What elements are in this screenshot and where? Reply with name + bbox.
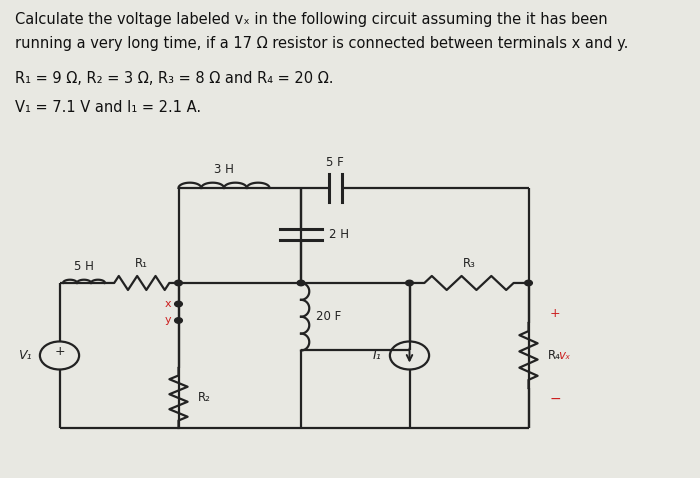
- Text: R₂: R₂: [198, 391, 211, 404]
- Text: x: x: [165, 299, 172, 309]
- Text: 3 H: 3 H: [214, 163, 234, 176]
- Text: 20 F: 20 F: [316, 310, 342, 323]
- Text: running a very long time, if a 17 Ω resistor is connected between terminals x an: running a very long time, if a 17 Ω resi…: [15, 36, 629, 51]
- Text: +: +: [550, 307, 560, 320]
- Text: 5 F: 5 F: [326, 156, 344, 169]
- Text: V₁ = 7.1 V and I₁ = 2.1 A.: V₁ = 7.1 V and I₁ = 2.1 A.: [15, 100, 202, 115]
- Text: −: −: [550, 392, 561, 406]
- Circle shape: [297, 280, 305, 286]
- Text: vₓ: vₓ: [558, 349, 570, 362]
- Circle shape: [175, 318, 182, 323]
- Text: +: +: [54, 345, 65, 358]
- Circle shape: [406, 280, 413, 286]
- Text: R₁ = 9 Ω, R₂ = 3 Ω, R₃ = 8 Ω and R₄ = 20 Ω.: R₁ = 9 Ω, R₂ = 3 Ω, R₃ = 8 Ω and R₄ = 20…: [15, 71, 334, 86]
- Text: R₃: R₃: [463, 257, 475, 270]
- Text: I₁: I₁: [372, 349, 382, 362]
- Text: R₄: R₄: [548, 349, 561, 362]
- Text: R₁: R₁: [135, 257, 148, 270]
- Text: y: y: [165, 315, 172, 326]
- Circle shape: [175, 301, 182, 307]
- Text: 5 H: 5 H: [74, 261, 94, 273]
- Circle shape: [525, 280, 533, 286]
- Text: V₁: V₁: [18, 349, 32, 362]
- Text: 2 H: 2 H: [329, 228, 349, 241]
- Circle shape: [175, 280, 182, 286]
- Text: Calculate the voltage labeled vₓ in the following circuit assuming the it has be: Calculate the voltage labeled vₓ in the …: [15, 12, 608, 27]
